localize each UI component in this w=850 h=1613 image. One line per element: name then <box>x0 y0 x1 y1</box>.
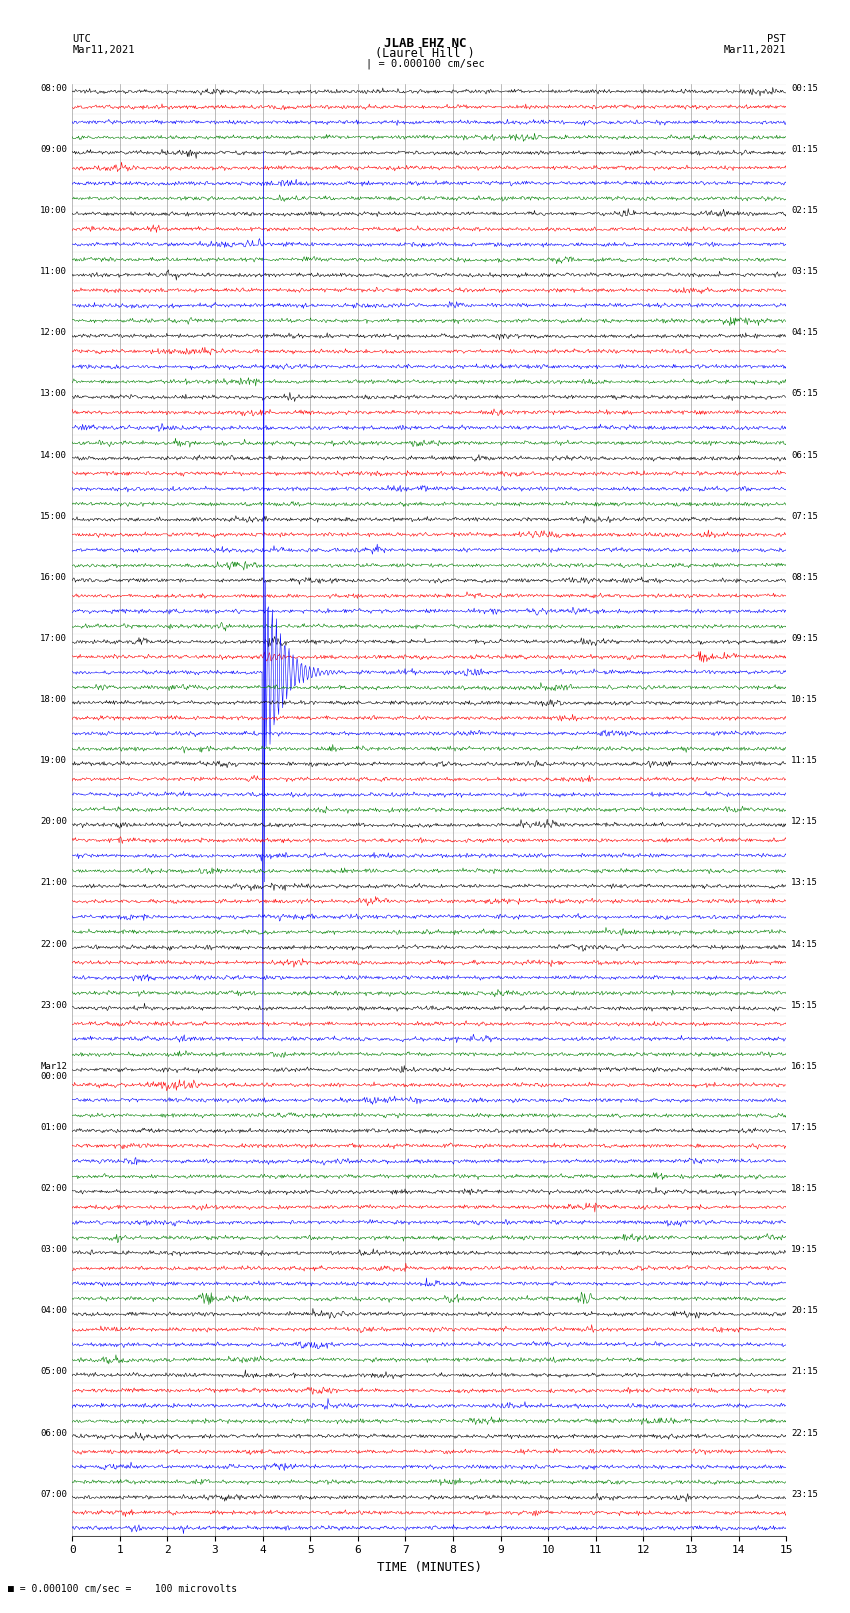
Text: 19:15: 19:15 <box>791 1245 819 1255</box>
Text: 09:00: 09:00 <box>40 145 67 153</box>
Text: Mar12: Mar12 <box>40 1061 67 1071</box>
Text: 18:15: 18:15 <box>791 1184 819 1194</box>
Text: 12:15: 12:15 <box>791 818 819 826</box>
Text: 13:15: 13:15 <box>791 879 819 887</box>
Text: 01:15: 01:15 <box>791 145 819 153</box>
Text: 02:00: 02:00 <box>40 1184 67 1194</box>
Text: 19:00: 19:00 <box>40 756 67 765</box>
Text: 16:00: 16:00 <box>40 573 67 582</box>
Text: 14:15: 14:15 <box>791 940 819 948</box>
Text: 17:15: 17:15 <box>791 1123 819 1132</box>
Text: 22:00: 22:00 <box>40 940 67 948</box>
Text: 09:15: 09:15 <box>791 634 819 644</box>
Text: 00:00: 00:00 <box>40 1071 67 1081</box>
Text: 10:15: 10:15 <box>791 695 819 705</box>
Text: 22:15: 22:15 <box>791 1429 819 1437</box>
Text: 04:00: 04:00 <box>40 1307 67 1315</box>
Text: 01:00: 01:00 <box>40 1123 67 1132</box>
Text: 05:15: 05:15 <box>791 389 819 398</box>
Text: 08:00: 08:00 <box>40 84 67 94</box>
Text: 03:15: 03:15 <box>791 268 819 276</box>
Text: 18:00: 18:00 <box>40 695 67 705</box>
Text: 23:00: 23:00 <box>40 1000 67 1010</box>
Text: ■ = 0.000100 cm/sec =    100 microvolts: ■ = 0.000100 cm/sec = 100 microvolts <box>8 1584 238 1594</box>
Text: Mar11,2021: Mar11,2021 <box>723 45 786 55</box>
Text: UTC: UTC <box>72 34 91 44</box>
Text: 14:00: 14:00 <box>40 450 67 460</box>
Text: 20:15: 20:15 <box>791 1307 819 1315</box>
Text: 06:15: 06:15 <box>791 450 819 460</box>
X-axis label: TIME (MINUTES): TIME (MINUTES) <box>377 1561 482 1574</box>
Text: 21:15: 21:15 <box>791 1368 819 1376</box>
Text: 17:00: 17:00 <box>40 634 67 644</box>
Text: 08:15: 08:15 <box>791 573 819 582</box>
Text: | = 0.000100 cm/sec: | = 0.000100 cm/sec <box>366 58 484 69</box>
Text: 02:15: 02:15 <box>791 206 819 215</box>
Text: 00:15: 00:15 <box>791 84 819 94</box>
Text: 13:00: 13:00 <box>40 389 67 398</box>
Text: 06:00: 06:00 <box>40 1429 67 1437</box>
Text: JLAB EHZ NC: JLAB EHZ NC <box>383 37 467 50</box>
Text: 05:00: 05:00 <box>40 1368 67 1376</box>
Text: 03:00: 03:00 <box>40 1245 67 1255</box>
Text: 21:00: 21:00 <box>40 879 67 887</box>
Text: 15:15: 15:15 <box>791 1000 819 1010</box>
Text: 12:00: 12:00 <box>40 329 67 337</box>
Text: (Laurel Hill ): (Laurel Hill ) <box>375 47 475 60</box>
Text: 20:00: 20:00 <box>40 818 67 826</box>
Text: 10:00: 10:00 <box>40 206 67 215</box>
Text: 04:15: 04:15 <box>791 329 819 337</box>
Text: PST: PST <box>768 34 786 44</box>
Text: 07:15: 07:15 <box>791 511 819 521</box>
Text: 11:00: 11:00 <box>40 268 67 276</box>
Text: 23:15: 23:15 <box>791 1490 819 1498</box>
Text: 15:00: 15:00 <box>40 511 67 521</box>
Text: Mar11,2021: Mar11,2021 <box>72 45 135 55</box>
Text: 07:00: 07:00 <box>40 1490 67 1498</box>
Text: 11:15: 11:15 <box>791 756 819 765</box>
Text: 16:15: 16:15 <box>791 1061 819 1071</box>
